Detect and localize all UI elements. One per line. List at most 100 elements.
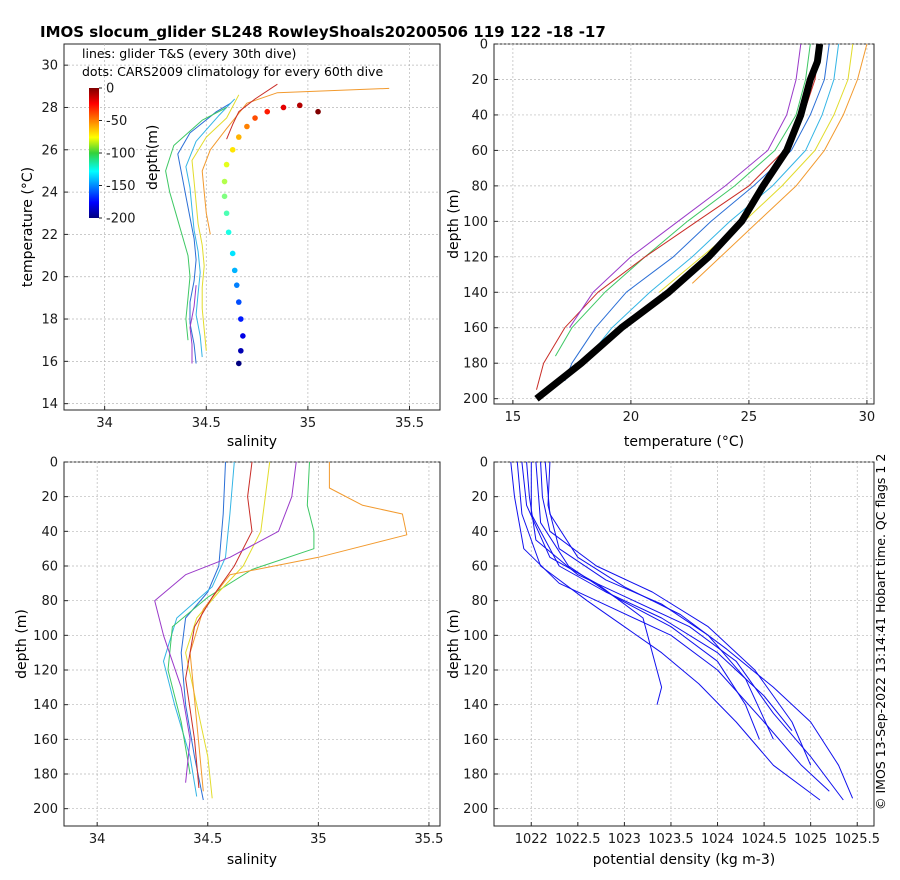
rz-xtick-label: 1024 <box>701 832 734 847</box>
ts-plot-frame <box>63 43 441 411</box>
climatology-dot-1 <box>238 347 244 354</box>
colorbar-tick-label: -100 <box>106 147 136 162</box>
tz-glider-line-0 <box>564 43 830 382</box>
climatology-dot-10 <box>221 193 228 200</box>
climatology-dot-5 <box>233 282 240 288</box>
rz-xtick-label: 1023 <box>608 832 641 847</box>
ts-glider-line-5 <box>226 83 278 140</box>
tz-ytick-label: 40 <box>471 108 488 123</box>
sz-glider-line-2 <box>167 461 315 775</box>
ts-ytick-label: 28 <box>41 101 58 116</box>
sz-grid <box>64 461 440 826</box>
tz-grid <box>494 43 874 404</box>
tz-ytick-label: 140 <box>463 286 488 301</box>
sz-ytick-label: 200 <box>33 802 58 817</box>
rz-glider-line-2 <box>540 461 812 766</box>
rz-glider-line-4 <box>516 461 821 801</box>
climatology-dot-2 <box>240 333 246 339</box>
rz-xtick-label: 1022 <box>515 832 548 847</box>
sz-xtick-label: 34 <box>89 832 106 847</box>
sz-x-axis-label: salinity <box>227 852 277 868</box>
ts-glider-line-2 <box>165 107 227 341</box>
sz-xtick-label: 35 <box>310 832 327 847</box>
tz-climatology-line <box>534 43 824 402</box>
rz-glider-lines <box>510 461 854 801</box>
tz-glider-line-6 <box>569 43 802 328</box>
climatology-dot-18 <box>280 104 287 111</box>
sz-ytick-label: 140 <box>33 698 58 713</box>
rz-glider-line-8 <box>535 461 760 740</box>
sz-glider-line-3 <box>185 461 271 799</box>
tz-x-axis-label: temperature (°C) <box>624 434 744 450</box>
ts-y-axis-label: temperature (°C) <box>20 167 36 287</box>
legend-dots-text: dots: CARS2009 climatology for every 60t… <box>82 64 383 79</box>
sz-ytick-label: 0 <box>50 456 58 471</box>
sz-glider-lines <box>154 461 408 801</box>
tz-ytick-label: 60 <box>471 144 488 159</box>
rz-grid <box>494 461 874 826</box>
ts-xtick-label: 34.5 <box>192 416 221 431</box>
figure-title: IMOS slocum_glider SL248 RowleyShoals202… <box>40 23 606 41</box>
rz-ytick-label: 200 <box>463 802 488 817</box>
colorbar-label: depth(m) <box>145 125 161 190</box>
ts-climatology-dots <box>221 102 321 367</box>
depth-colorbar: 0 -50 -100 -150 -200 depth(m) <box>89 82 161 227</box>
colorbar-tick-label: -150 <box>106 179 136 194</box>
ts-ytick-label: 18 <box>41 313 58 328</box>
climatology-dot-16 <box>252 115 258 121</box>
ts-ytick-label: 30 <box>41 59 58 74</box>
rz-glider-line-0 <box>510 461 830 792</box>
ts-ytick-label: 16 <box>41 355 58 370</box>
tz-glider-line-2 <box>554 43 811 357</box>
sz-ytick-label: 60 <box>41 560 58 575</box>
legend-lines-text: lines: glider T&S (every 30th dive) <box>82 46 296 61</box>
climatology-dot-17 <box>264 108 271 115</box>
rz-ytick-label: 160 <box>463 733 488 748</box>
rz-ytick-label: 60 <box>471 560 488 575</box>
tz-xtick-label: 25 <box>741 410 758 425</box>
ts-grid <box>64 44 440 410</box>
tz-ytick-label: 160 <box>463 321 488 336</box>
ts-glider-lines <box>165 83 390 364</box>
ts-xtick-label: 35 <box>300 416 317 431</box>
ts-ytick-label: 20 <box>41 270 58 285</box>
ts-ytick-label: 14 <box>41 397 58 412</box>
climatology-dot-8 <box>225 229 232 236</box>
rz-ytick-label: 100 <box>463 629 488 644</box>
rz-ytick-label: 20 <box>471 490 488 505</box>
ts-diagram: 34 34.5 35 35.5 14 16 18 20 22 24 26 28 30 lines: gl… <box>20 43 441 450</box>
climatology-dot-9 <box>223 210 230 217</box>
rz-tick-labels: 1022 1022.5 1023 1023.5 1024 1024.5 1025 1025.5… <box>463 456 880 848</box>
density-depth-profile: 1022 1022.5 1023 1023.5 1024 1024.5 1025 1025.5… <box>446 456 880 869</box>
tz-y-axis-label: depth (m) <box>446 189 462 259</box>
ts-glider-line-3 <box>191 94 240 351</box>
sz-glider-line-0 <box>180 461 226 801</box>
climatology-dot-19 <box>296 102 303 109</box>
rz-ytick-label: 180 <box>463 768 488 783</box>
tz-ytick-label: 20 <box>471 73 488 88</box>
rz-glider-line-7 <box>521 461 663 705</box>
rz-x-axis-label: potential density (kg m-3) <box>593 852 775 868</box>
climatology-dot-15 <box>244 123 250 130</box>
colorbar-ticks: 0 -50 -100 -150 -200 <box>99 82 136 227</box>
rz-ytick-label: 140 <box>463 698 488 713</box>
colorbar-swatch <box>89 88 99 218</box>
rz-glider-line-5 <box>530 462 793 732</box>
climatology-dot-6 <box>231 267 238 274</box>
colorbar-tick-label: -200 <box>106 212 136 227</box>
sz-ytick-label: 80 <box>41 594 58 609</box>
ts-glider-line-0 <box>177 102 231 364</box>
tz-xtick-label: 30 <box>859 410 876 425</box>
ts-glider-line-4 <box>201 87 390 235</box>
climatology-dot-12 <box>223 161 230 168</box>
ts-x-axis-label: salinity <box>227 434 277 450</box>
climatology-dot-11 <box>221 178 228 185</box>
sz-tick-labels: 34 34.5 35 35.5 0 20 40 60 80 100 120 140 160 180 200 <box>33 456 443 848</box>
sz-ytick-label: 160 <box>33 733 58 748</box>
tz-xtick-label: 15 <box>505 410 522 425</box>
sz-glider-line-4 <box>189 462 408 792</box>
climatology-dot-3 <box>238 316 244 322</box>
tz-xtick-label: 20 <box>623 410 640 425</box>
sz-glider-line-6 <box>154 461 297 783</box>
rz-xtick-label: 1024.5 <box>741 832 787 847</box>
